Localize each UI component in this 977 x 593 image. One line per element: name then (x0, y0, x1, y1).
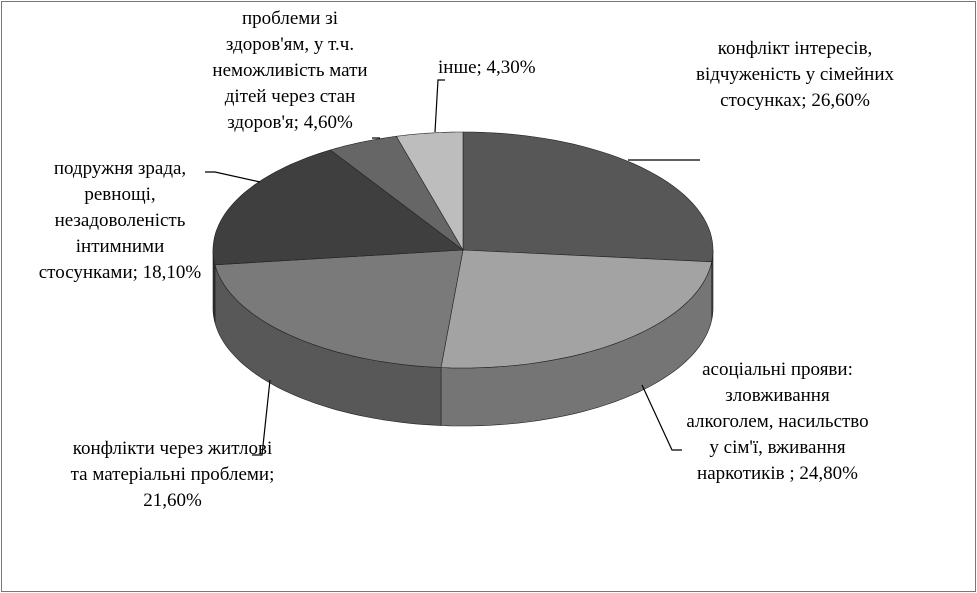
slice (329, 135, 464, 251)
leader-line (434, 79, 445, 133)
slice (212, 149, 464, 266)
slice (214, 249, 464, 368)
slice (395, 131, 464, 252)
category-label: асоціальні прояви: зловживання алкоголем… (686, 359, 869, 484)
leader-lines (205, 79, 700, 456)
category-label: подружня зрада, ревнощі, незадоволеність… (38, 158, 187, 283)
value-label: 26,60% (811, 90, 870, 111)
category-label: конфлікти через житлові та матеріальні п… (70, 438, 275, 485)
category-label: конфлікт інтересів, відчуженість у сімей… (695, 38, 895, 111)
data-label: інше; 4,30% (438, 55, 568, 81)
value-label: 24,80% (799, 463, 858, 484)
leader-line (205, 171, 261, 183)
value-label: 21,60% (143, 490, 202, 511)
value-label: 18,10% (142, 262, 202, 283)
value-label: 4,30% (486, 57, 536, 78)
slice (440, 249, 713, 369)
leader-line (641, 384, 682, 451)
leader-line (252, 379, 271, 456)
value-label: 4,60% (303, 112, 353, 133)
category-label: проблеми зі здоров'ям, у т.ч. неможливіс… (212, 8, 368, 133)
data-label: конфлікт інтересів, відчуженість у сімей… (690, 36, 900, 114)
data-label: асоціальні прояви: зловживання алкоголем… (680, 357, 875, 487)
data-label: проблеми зі здоров'ям, у т.ч. неможливіс… (205, 6, 375, 136)
data-label: конфлікти через житлові та матеріальні п… (70, 436, 275, 514)
data-label: подружня зрада, ревнощі, незадоволеність… (30, 156, 210, 286)
category-label: інше; (438, 57, 482, 78)
slice (462, 131, 714, 263)
